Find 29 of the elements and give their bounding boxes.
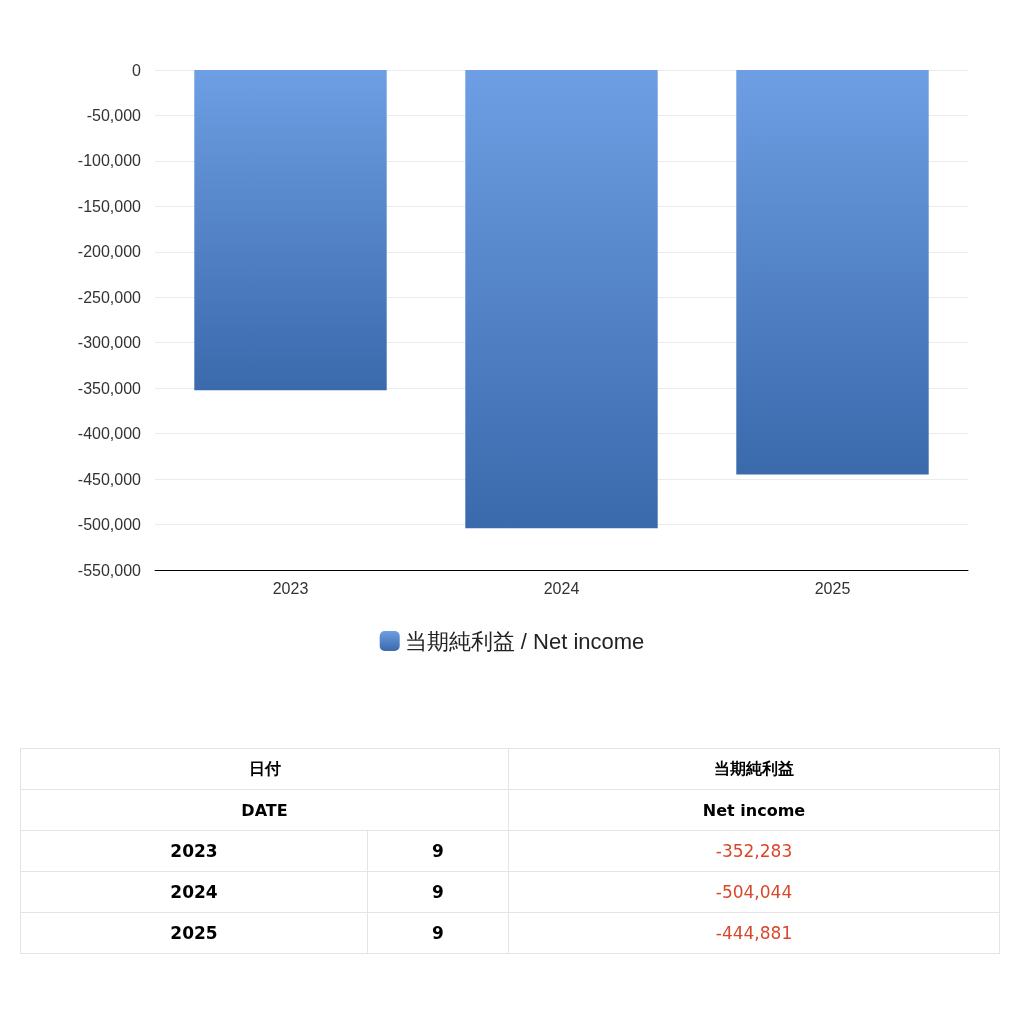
y-tick-label: -50,000 [86,106,142,124]
x-tick-label: 2024 [543,579,580,597]
text: -444,881 [508,912,1000,954]
text: -504,044 [508,871,1000,913]
legend-label: 当期純利益 / Net income [404,628,645,654]
y-tick-label: -150,000 [77,197,142,215]
y-tick-label: -350,000 [77,379,142,397]
y-tick-label: -250,000 [77,288,142,306]
y-tick-label: -550,000 [77,561,142,579]
y-tick-label: 0 [132,61,142,79]
x-tick-label: 2025 [814,579,851,597]
y-tick-label: -100,000 [77,152,142,170]
text: 9 [367,830,509,872]
text: 当期純利益 [508,748,1000,790]
category-label: 2025 [170,923,218,943]
y-tick-label: -500,000 [77,516,142,534]
text: DATE [20,789,509,831]
category-label: 2023 [170,841,218,861]
text: 9 [367,871,509,913]
text: 日付 [20,748,509,790]
category-label: 2024 [170,882,218,902]
text: -352,283 [508,830,1000,872]
text: Net income [508,789,1000,831]
text: 9 [367,912,509,954]
y-tick-label: -200,000 [77,243,142,261]
x-tick-label: 2023 [272,579,309,597]
y-tick-label: -450,000 [77,470,142,488]
y-tick-label: -400,000 [77,425,142,443]
y-tick-label: -300,000 [77,334,142,352]
